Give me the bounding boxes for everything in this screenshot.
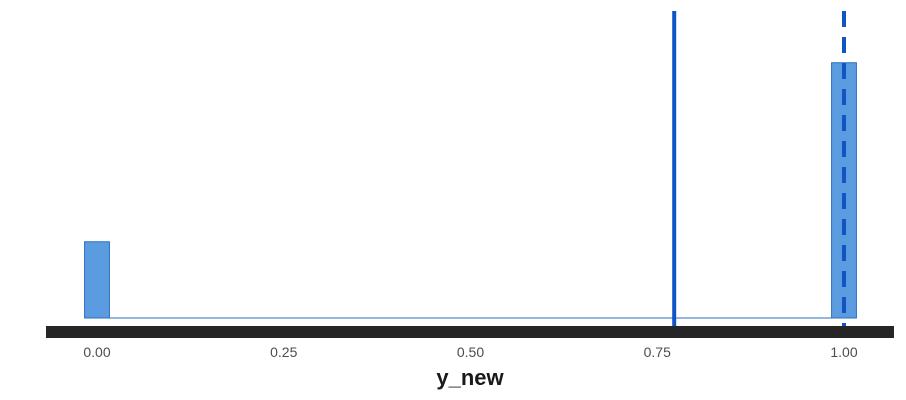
histogram-bar — [831, 62, 857, 319]
x-tick-label: 1.00 — [830, 344, 857, 360]
x-axis-title: y_new — [436, 365, 504, 390]
x-tick-label: 0.25 — [270, 344, 297, 360]
x-tick-label: 0.00 — [83, 344, 110, 360]
bars-layer — [84, 62, 857, 319]
x-tick-label: 0.50 — [457, 344, 484, 360]
x-axis-line — [46, 326, 894, 338]
x-tick-labels: 0.00 0.25 0.50 0.75 1.00 — [83, 344, 857, 360]
reference-lines-layer — [672, 11, 846, 326]
x-tick-label: 0.75 — [644, 344, 671, 360]
histogram-bar — [84, 241, 110, 319]
